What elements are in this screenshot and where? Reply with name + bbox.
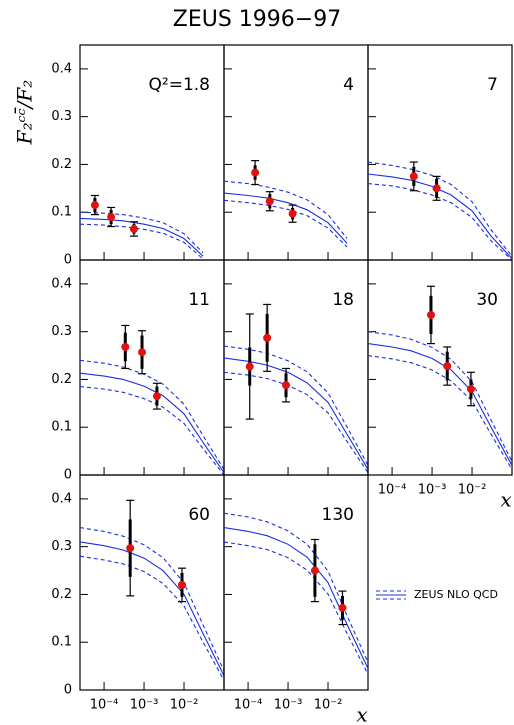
x-tick-label: 10⁻² [458, 483, 487, 498]
x-tick-label: 10⁻² [314, 698, 343, 713]
y-tick-label: 0.4 [51, 61, 72, 76]
data-point [432, 184, 441, 193]
nlo-curve-central [224, 192, 348, 244]
data-point [263, 333, 272, 342]
y-axis-label: F₂ᶜᶜ̄/F₂ [13, 80, 37, 146]
nlo-curve-central [368, 343, 512, 466]
nlo-curve-upper [80, 359, 224, 470]
data-point [251, 168, 260, 177]
data-point [121, 342, 130, 351]
nlo-curve-central [224, 527, 368, 669]
figure-title: ZEUS 1996−97 [173, 7, 341, 32]
y-tick-label: 0.1 [51, 205, 72, 220]
y-tick-label: 0.3 [51, 539, 72, 554]
panel-frame [367, 259, 513, 476]
panel: 10⁻⁴ 10⁻³ 10⁻² x 30 [367, 259, 513, 512]
nlo-curve-lower [224, 541, 368, 675]
x-tick-label: 10⁻³ [274, 698, 303, 713]
data-point [288, 209, 297, 218]
x-tick-label: 10⁻² [170, 698, 199, 713]
nlo-curve-lower [368, 355, 512, 470]
data-point [265, 197, 274, 206]
y-tick-label: 0.2 [51, 157, 72, 172]
nlo-curve-upper [224, 180, 348, 239]
x-tick-label: 10⁻³ [130, 698, 159, 713]
nlo-curve-upper [80, 527, 224, 672]
x-axis-label: x [356, 703, 367, 725]
nlo-curve-upper [368, 331, 512, 462]
panel: 10⁻⁴ 10⁻³ 10⁻² x 130 [223, 474, 369, 725]
nlo-curve-upper [224, 512, 368, 663]
x-tick-label: 10⁻⁴ [234, 698, 263, 713]
y-tick-label: 0.2 [51, 372, 72, 387]
data-point [409, 172, 418, 181]
data-point [90, 201, 99, 210]
legend: ZEUS NLO QCD [376, 588, 498, 601]
q2-annotation: 60 [188, 505, 210, 525]
q2-annotation: 18 [332, 290, 354, 310]
nlo-curve-upper [224, 345, 368, 466]
nlo-curve-central [80, 217, 204, 257]
data-point [245, 362, 254, 371]
panel: 0 0.1 0.2 0.3 0.4 10⁻⁴ 10⁻³ 10⁻² 60 [51, 474, 225, 713]
x-axis-label: x [500, 488, 511, 512]
panel: 7 [367, 44, 513, 261]
panel: 4 [223, 44, 369, 261]
nlo-curve-lower [80, 386, 224, 475]
nlo-curve-upper [368, 161, 512, 257]
q2-annotation: 11 [188, 290, 210, 310]
data-point [466, 385, 475, 393]
q2-annotation: 130 [322, 505, 354, 525]
panel: 0 0.1 0.2 0.3 0.4 11 [51, 259, 225, 483]
data-point [282, 381, 291, 390]
y-tick-label: 0 [64, 468, 72, 483]
nlo-curve-central [80, 541, 224, 676]
nlo-curve-central [224, 357, 368, 470]
x-tick-label: 10⁻⁴ [378, 483, 407, 498]
q2-annotation: 4 [343, 75, 354, 95]
legend-label: ZEUS NLO QCD [414, 588, 498, 601]
data-point [152, 392, 161, 401]
nlo-curve-lower [80, 555, 224, 681]
panel: 0 0.1 0.2 0.3 0.4 Q²=1.8 [51, 44, 225, 268]
y-tick-label: 0 [64, 253, 72, 268]
nlo-curve-lower [368, 183, 512, 260]
q2-annotation: Q²=1.8 [149, 75, 210, 95]
q2-annotation: 30 [476, 290, 498, 310]
y-tick-label: 0 [64, 683, 72, 698]
panel-frame [223, 474, 369, 691]
nlo-curve-upper [80, 211, 204, 254]
data-point [129, 224, 138, 233]
nlo-curve-central [368, 173, 512, 259]
nlo-curve-lower [80, 223, 204, 260]
y-tick-label: 0.4 [51, 276, 72, 291]
data-point [338, 603, 347, 612]
x-tick-label: 10⁻⁴ [90, 698, 119, 713]
x-tick-label: 10⁻³ [418, 483, 447, 498]
data-point [443, 362, 452, 371]
panel: 18 [223, 259, 369, 476]
data-point [310, 566, 319, 575]
y-tick-label: 0.2 [51, 587, 72, 602]
nlo-curve-lower [224, 371, 368, 473]
data-point [107, 213, 116, 221]
y-tick-label: 0.4 [51, 491, 72, 506]
y-tick-label: 0.1 [51, 420, 72, 435]
y-tick-label: 0.1 [51, 635, 72, 650]
data-point [177, 580, 186, 589]
q2-annotation: 7 [487, 75, 498, 95]
data-point [426, 310, 435, 319]
data-point [138, 348, 147, 357]
y-tick-label: 0.3 [51, 324, 72, 339]
nlo-curve-central [80, 372, 224, 473]
data-point [126, 544, 135, 553]
nlo-curve-lower [224, 199, 348, 248]
y-tick-label: 0.3 [51, 109, 72, 124]
